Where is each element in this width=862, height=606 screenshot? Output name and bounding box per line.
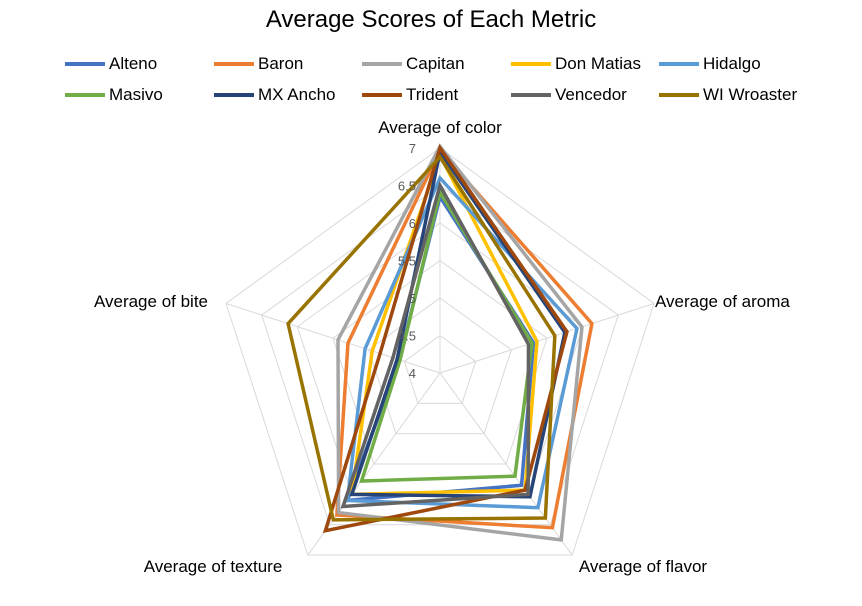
tick-label: 4.5	[398, 329, 416, 344]
legend-item: Vencedor	[511, 85, 627, 105]
legend-label: Baron	[258, 54, 304, 73]
tick-label: 6.5	[398, 179, 416, 194]
legend-label: Don Matias	[555, 54, 641, 73]
legend-item: MX Ancho	[214, 85, 336, 105]
axis-spoke	[225, 302, 441, 374]
legend-swatch	[214, 62, 254, 66]
legend-label: Capitan	[406, 54, 465, 73]
legend-item: Trident	[362, 85, 458, 105]
legend-swatch	[362, 62, 402, 66]
legend-swatch	[362, 93, 402, 97]
series-hidalgo	[345, 174, 579, 510]
tick-label: 6	[409, 216, 416, 231]
series-don-matias	[349, 151, 539, 497]
legend-label: Trident	[406, 85, 459, 104]
legend-item: Alteno	[65, 54, 157, 74]
legend-item: Capitan	[362, 54, 465, 74]
legend-label: Vencedor	[555, 85, 627, 104]
axis-label: Average of aroma	[655, 292, 790, 311]
legend-swatch	[659, 93, 699, 97]
axis-spoke	[439, 372, 573, 556]
legend-label: Alteno	[109, 54, 158, 73]
legend-item: Hidalgo	[659, 54, 761, 74]
tick-label: 7	[409, 141, 416, 156]
legend-swatch	[511, 62, 551, 66]
grid-ring	[225, 147, 655, 556]
legend-label: Hidalgo	[703, 54, 761, 73]
series-masivo	[359, 187, 534, 483]
series-trident	[322, 143, 569, 534]
axis-label: Average of bite	[94, 292, 208, 311]
legend-label: MX Ancho	[258, 85, 336, 104]
legend-swatch	[65, 62, 105, 66]
grid-ring	[368, 297, 512, 435]
axis-label: Average of flavor	[579, 557, 708, 576]
series-wi-wroaster	[286, 154, 557, 522]
legend-swatch	[511, 93, 551, 97]
series-mx-ancho	[349, 147, 567, 499]
legend-item: Masivo	[65, 85, 163, 105]
legend-item: Don Matias	[511, 54, 641, 74]
legend-label: WI Wroaster	[703, 85, 798, 104]
legend-label: Masivo	[109, 85, 163, 104]
axis-spoke	[439, 302, 655, 374]
tick-label: 4	[409, 366, 416, 381]
axis-spoke	[307, 372, 441, 556]
axis-label: Average of texture	[144, 557, 283, 576]
series-baron	[334, 147, 594, 530]
axis-label: Average of color	[378, 118, 502, 137]
series-capitan	[336, 143, 584, 542]
legend-swatch	[65, 93, 105, 97]
series-vencedor	[340, 180, 531, 509]
legend-swatch	[214, 93, 254, 97]
chart-title: Average Scores of Each Metric	[265, 6, 597, 33]
legend-swatch	[659, 62, 699, 66]
tick-label: 5	[409, 291, 416, 306]
grid-ring	[403, 334, 477, 404]
legend-item: Baron	[214, 54, 303, 74]
legend-item: WI Wroaster	[659, 85, 797, 105]
tick-label: 5.5	[398, 254, 416, 269]
